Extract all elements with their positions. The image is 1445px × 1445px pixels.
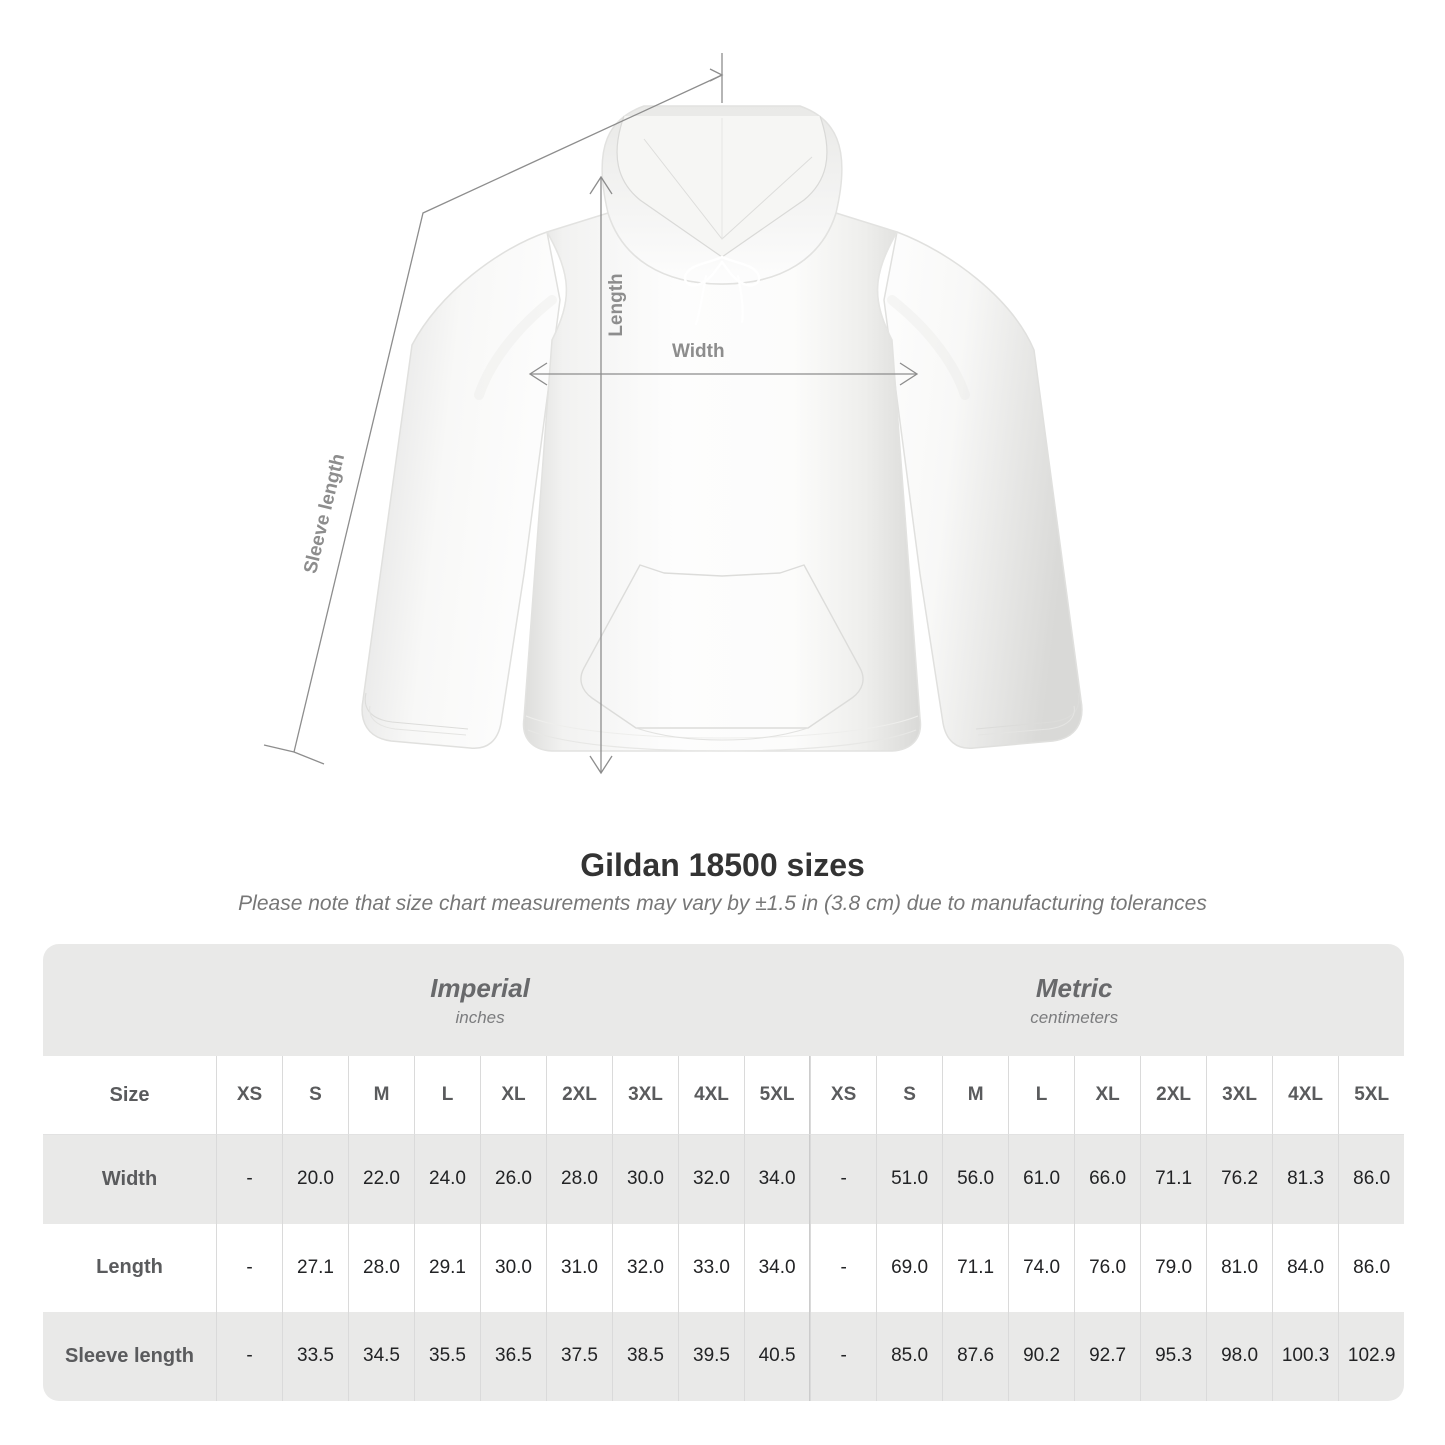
svg-text:Sleeve length: Sleeve length <box>300 452 349 576</box>
svg-text:Width: Width <box>672 341 725 362</box>
svg-text:Length: Length <box>606 273 627 336</box>
